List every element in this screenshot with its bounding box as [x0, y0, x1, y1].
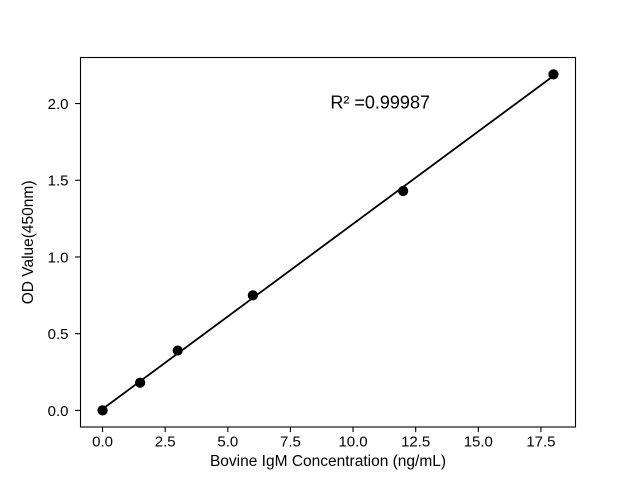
- svg-text:0.5: 0.5: [48, 326, 69, 343]
- svg-text:1.0: 1.0: [48, 249, 69, 266]
- svg-text:10.0: 10.0: [338, 434, 367, 451]
- svg-text:0.0: 0.0: [92, 434, 113, 451]
- svg-text:1.5: 1.5: [48, 173, 69, 190]
- svg-text:5.0: 5.0: [217, 434, 238, 451]
- svg-text:17.5: 17.5: [526, 434, 555, 451]
- svg-text:12.5: 12.5: [401, 434, 430, 451]
- svg-text:2.5: 2.5: [155, 434, 176, 451]
- svg-text:0.0: 0.0: [48, 403, 69, 420]
- svg-text:Bovine IgM Concentration (ng/m: Bovine IgM Concentration (ng/mL): [210, 453, 446, 470]
- svg-text:2.0: 2.0: [48, 96, 69, 113]
- svg-text:15.0: 15.0: [464, 434, 493, 451]
- svg-text:7.5: 7.5: [280, 434, 301, 451]
- svg-text:R² =0.99987: R² =0.99987: [330, 93, 430, 113]
- svg-text:OD Value(450nm): OD Value(450nm): [20, 181, 37, 305]
